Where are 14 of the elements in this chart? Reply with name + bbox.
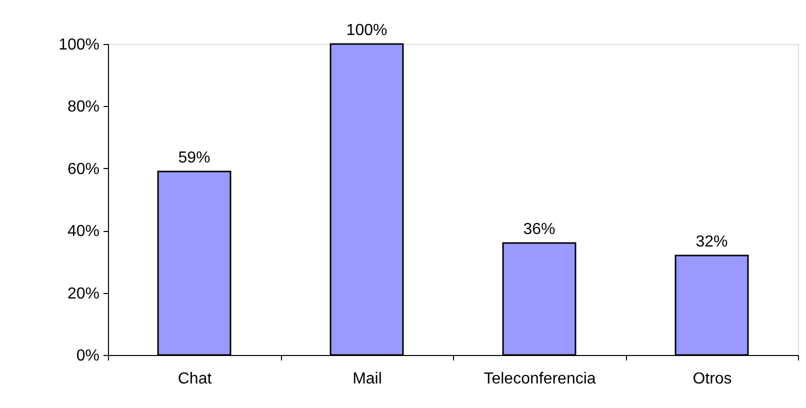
y-tick-label: 20% [67,285,100,302]
y-tick-label: 80% [67,98,100,116]
x-tick-label: Mail [352,370,382,388]
x-tick-label: Chat [178,370,212,388]
x-tick-label: Teleconferencia [484,370,596,388]
data-label: 59% [178,150,210,167]
data-label: 36% [523,221,556,238]
y-tick-label: 40% [67,223,100,240]
data-label: 100% [346,22,388,39]
y-tick-label: 100% [58,36,100,54]
y-tick-label: 60% [67,160,100,178]
x-tick-label: Otros [692,370,732,388]
data-label: 32% [696,233,728,250]
y-tick-label: 0% [76,348,100,364]
